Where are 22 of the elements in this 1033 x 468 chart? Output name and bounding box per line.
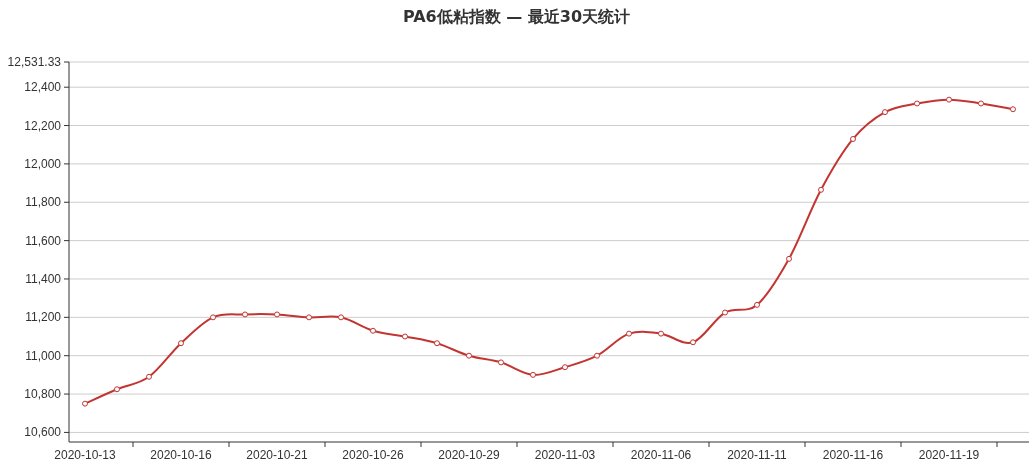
x-tick-label: 2020-11-03 xyxy=(534,448,596,462)
x-tick-label: 2020-10-26 xyxy=(342,448,405,462)
y-tick-label: 12,531.33 xyxy=(7,55,62,69)
x-tick-label: 2020-11-19 xyxy=(918,448,980,462)
x-tick-label: 2020-11-06 xyxy=(630,448,692,462)
x-tick-label: 2020-10-29 xyxy=(438,448,501,462)
y-tick-label: 10,800 xyxy=(24,387,62,402)
y-tick-label: 11,200 xyxy=(25,310,62,325)
y-tick-label: 12,200 xyxy=(24,118,62,133)
x-tick-label: 2020-10-16 xyxy=(150,448,213,462)
y-tick-label: 12,000 xyxy=(24,156,62,171)
y-tick-label: 11,000 xyxy=(25,348,62,363)
y-tick-label: 11,400 xyxy=(25,271,62,286)
chart-title: PA6低粘指数 — 最近30天统计 xyxy=(402,7,631,26)
y-tick-label: 10,600 xyxy=(24,425,62,440)
x-tick-label: 2020-10-21 xyxy=(246,448,309,462)
y-tick-label: 11,600 xyxy=(25,233,62,248)
x-tick-label: 2020-11-16 xyxy=(822,448,884,462)
y-tick-label: 11,800 xyxy=(25,195,62,210)
y-tick-label: 12,400 xyxy=(24,80,62,95)
x-tick-label: 2020-11-11 xyxy=(727,448,788,462)
x-tick-label: 2020-10-13 xyxy=(54,448,117,462)
